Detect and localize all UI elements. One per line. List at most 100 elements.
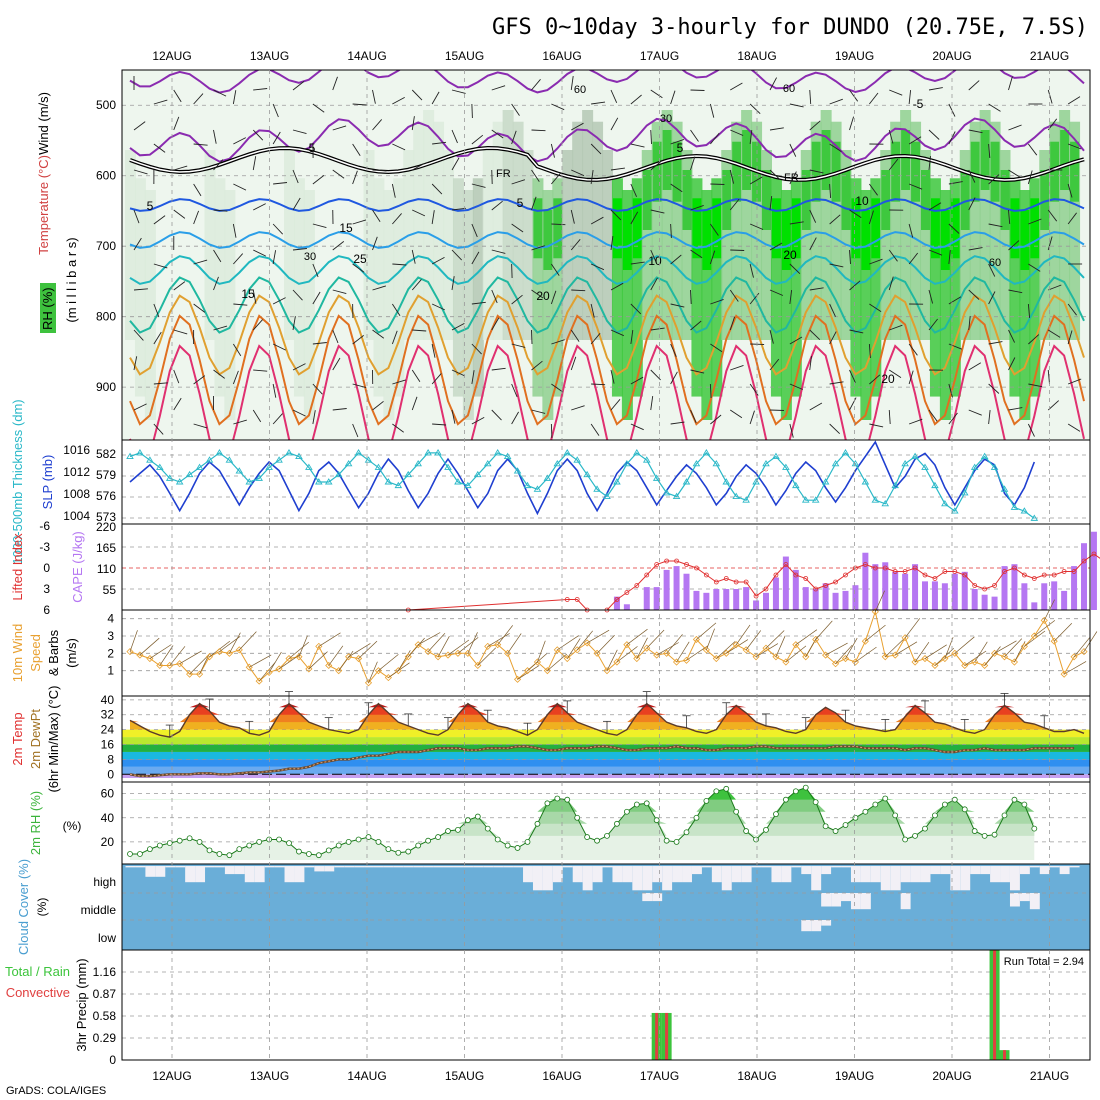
rh-shade-column [959, 150, 971, 340]
wind-speed-marker [364, 679, 373, 687]
wind-barb [133, 169, 148, 175]
rh-shade-column [462, 190, 474, 420]
wind-barb [252, 129, 264, 141]
wind-barb [133, 121, 146, 131]
thickness-marker [255, 474, 263, 481]
wind-barb [511, 179, 526, 185]
wind-barb [531, 196, 537, 211]
rh-shade-column [900, 110, 912, 340]
cape-bar [852, 585, 859, 610]
wind-barb [710, 414, 722, 425]
wind-barb [233, 137, 247, 145]
rh-marker [614, 820, 620, 827]
wind-barb [809, 209, 817, 223]
wind-barb [690, 89, 705, 91]
wind-barb [332, 408, 347, 411]
rh-high-shade [692, 198, 702, 259]
precip-convective-bar [993, 950, 997, 1060]
wind-barb [1008, 240, 1020, 251]
wind-barb [352, 103, 367, 106]
surface-wind-barb [795, 629, 818, 645]
cape-bar [862, 552, 869, 610]
wind-barb [630, 94, 642, 105]
thickness-marker [702, 449, 711, 456]
surface-wind-barb [149, 644, 172, 659]
surface-wind-barb [229, 632, 241, 654]
wind-speed-marker [613, 658, 621, 666]
wind-barb [550, 290, 557, 305]
wind-speed-marker [225, 649, 233, 657]
cape-tick: 220 [96, 520, 116, 534]
surface-wind-barb [974, 641, 988, 663]
wind-barb [451, 323, 465, 331]
rh-high-shade [930, 198, 940, 259]
wind-barb [411, 279, 422, 291]
rh-high-shade [1010, 198, 1020, 259]
lifted-tick: -3 [39, 540, 50, 554]
surface-wind-barb [368, 661, 378, 683]
surface-wind-barb [557, 635, 579, 651]
lifted-index-marker [674, 558, 679, 564]
wind-barb [1047, 209, 1058, 222]
wind-barb [292, 81, 305, 91]
rh-high-shade [921, 170, 930, 230]
wind-barb [332, 125, 347, 131]
cloud-cell [473, 866, 484, 868]
cloud-grid [122, 892, 1090, 921]
rh-shade-column [969, 121, 981, 340]
lifted-index-marker [872, 565, 878, 571]
wind-barb [432, 423, 447, 426]
wind-barb [1067, 378, 1082, 385]
wind-barb [411, 249, 416, 264]
rh-marker [385, 846, 392, 853]
rh-marker [137, 851, 143, 857]
thickness-marker [662, 489, 671, 496]
wind-barb [332, 169, 345, 179]
cape-bar [971, 589, 978, 610]
rh-high-shade [672, 141, 682, 202]
wind-barb [431, 303, 445, 311]
rh-high-shade [632, 198, 642, 259]
wind-barb [928, 87, 943, 91]
wind-barb [690, 249, 703, 259]
surface-wind-barb [765, 630, 785, 649]
wind-barb [650, 129, 652, 145]
wind-barb [173, 165, 188, 171]
wind-speed-marker [981, 661, 989, 670]
cloud-cover-cells [125, 866, 1080, 932]
wind-barb [550, 143, 555, 158]
wind-barb [829, 98, 843, 105]
wind-barb [352, 143, 361, 156]
thickness-marker [364, 456, 373, 463]
wind-speed-marker [205, 653, 214, 661]
surface-wind-barb [696, 622, 717, 640]
cloud-cell [811, 920, 822, 932]
surface-wind-barb [775, 635, 786, 657]
cloud-cell [1019, 893, 1030, 902]
rh-high-shade [702, 210, 712, 270]
wind-speed-marker [533, 658, 542, 666]
rh-marker [842, 822, 849, 828]
wind-barb [292, 316, 296, 331]
cape-bar [623, 604, 630, 610]
rh-marker [981, 832, 988, 839]
rh-contour-label: 30 [304, 251, 316, 263]
wind-speed-marker [404, 653, 412, 661]
thickness-tick: 579 [96, 468, 116, 482]
wind-barb [730, 364, 744, 371]
wind-axis-label: Wind (m/s) [36, 92, 51, 155]
rh-marker [226, 852, 233, 859]
cape-bar [1090, 531, 1097, 610]
wind-barb [809, 120, 821, 131]
thickness-marker [285, 449, 293, 456]
thickness-marker [503, 452, 512, 459]
cloud-cell [205, 866, 215, 868]
wind-barb [431, 343, 436, 358]
wind-barb [213, 129, 217, 144]
wind-barb [591, 383, 606, 386]
rh-shade-column [293, 178, 305, 397]
wind-barb [551, 263, 560, 276]
wind-barb [173, 397, 182, 411]
cloud-cell [930, 866, 941, 875]
rh-shade-column [373, 178, 385, 397]
